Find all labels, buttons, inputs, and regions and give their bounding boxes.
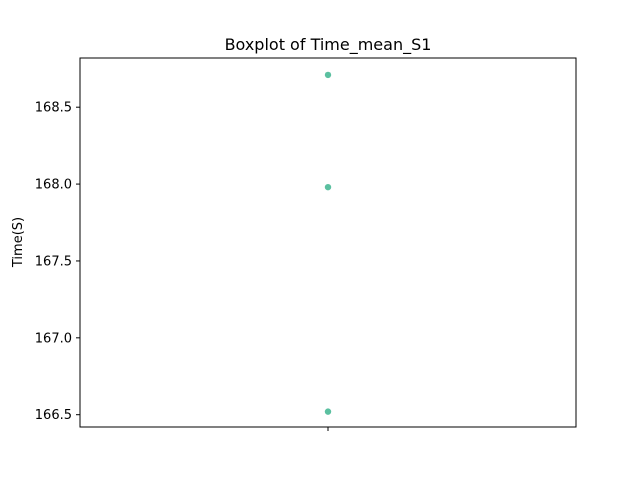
y-tick-label: 168.0 bbox=[35, 178, 72, 193]
data-point bbox=[324, 71, 332, 79]
y-axis: 166.5 167.0 167.5 168.0 168.5 bbox=[35, 101, 80, 423]
y-tick-label: 168.5 bbox=[35, 101, 72, 116]
data-points bbox=[324, 71, 332, 415]
data-point bbox=[324, 183, 332, 191]
y-tick-label: 166.5 bbox=[35, 408, 72, 423]
data-point bbox=[324, 408, 332, 415]
chart-title: Boxplot of Time_mean_S1 bbox=[225, 35, 432, 55]
y-tick-label: 167.5 bbox=[35, 254, 72, 269]
y-axis-label: Time(S) bbox=[11, 217, 26, 268]
y-tick-label: 167.0 bbox=[35, 331, 72, 346]
plot-area-frame bbox=[79, 57, 577, 428]
